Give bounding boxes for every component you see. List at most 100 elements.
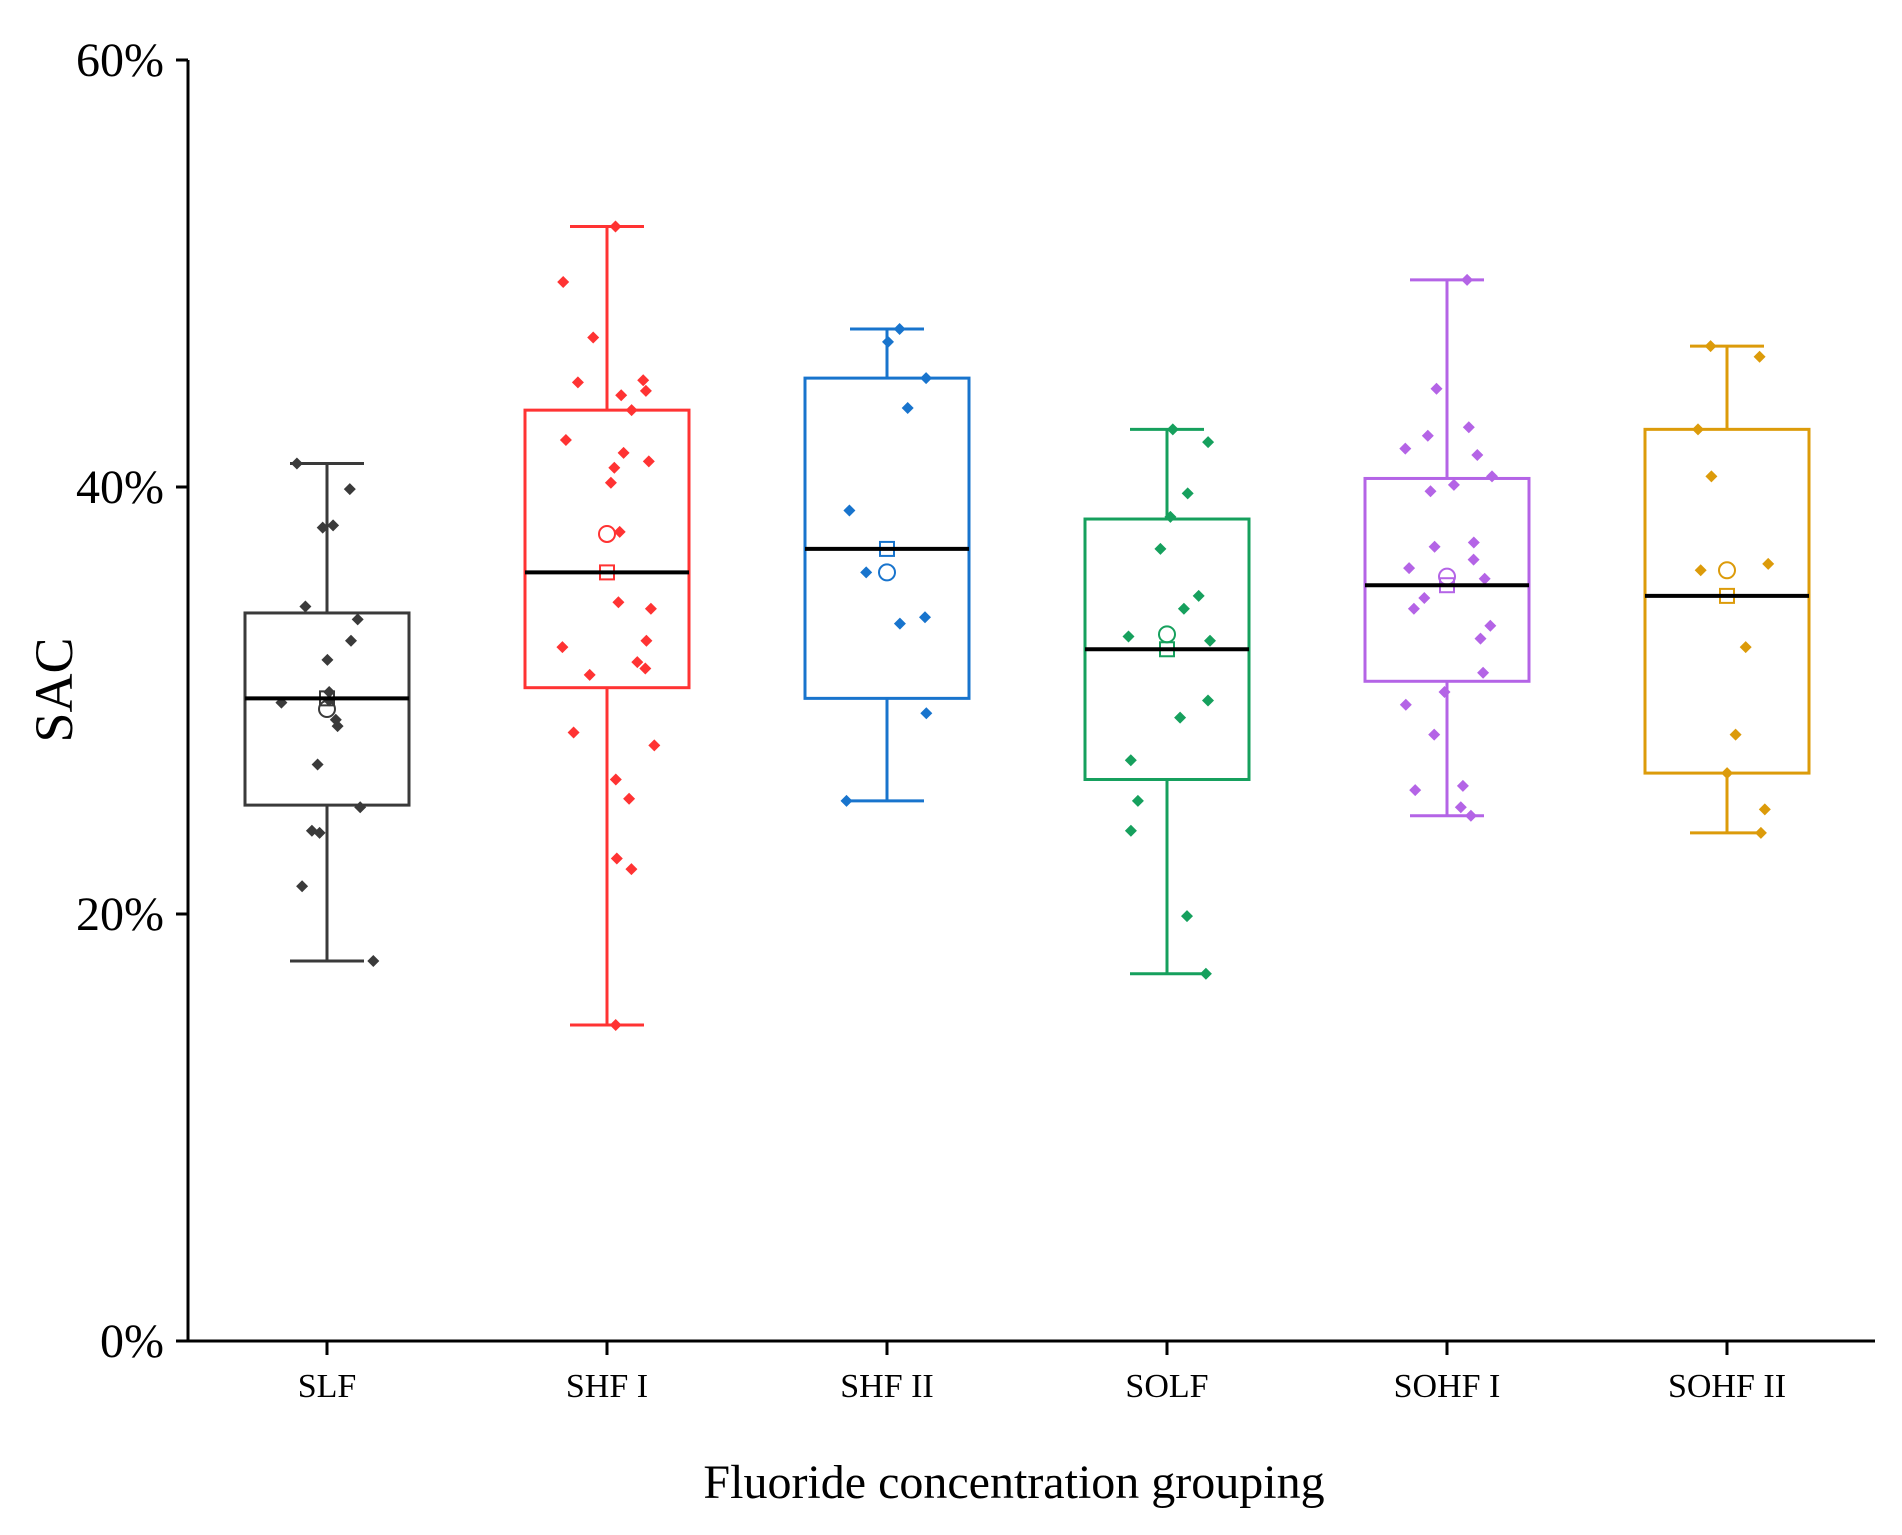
data-point <box>351 613 364 626</box>
data-point <box>1424 485 1437 498</box>
x-tick-label: SOLF <box>1125 1368 1208 1405</box>
mean-circle-marker <box>318 700 336 719</box>
data-point <box>648 739 661 752</box>
data-point <box>1131 794 1144 807</box>
y-axis-title: SAC <box>24 637 84 742</box>
data-point <box>608 461 621 474</box>
data-point <box>1758 803 1771 816</box>
data-point <box>1729 728 1742 741</box>
y-tick-label: 0% <box>100 1315 164 1368</box>
data-point <box>311 758 324 771</box>
data-point <box>615 389 628 402</box>
data-point <box>567 726 580 739</box>
data-point <box>1447 478 1460 491</box>
data-point <box>1202 694 1214 707</box>
data-point <box>1421 429 1434 442</box>
data-point <box>1399 698 1412 711</box>
data-point <box>920 707 933 720</box>
iqr-box <box>1643 427 1811 775</box>
data-point <box>1204 634 1216 647</box>
data-point <box>571 376 584 389</box>
mean-circle-marker <box>1158 625 1176 644</box>
data-point <box>920 372 933 385</box>
y-ticks-group: 0% 20% 40% 60% <box>76 34 188 1368</box>
data-point <box>1428 540 1441 553</box>
box-group <box>1363 273 1531 822</box>
box-group <box>243 457 411 967</box>
data-point <box>1403 562 1416 575</box>
iqr-box <box>1363 476 1531 683</box>
data-point <box>623 792 636 805</box>
data-point <box>893 323 906 336</box>
data-point <box>642 455 655 468</box>
data-point <box>1739 641 1752 654</box>
data-point <box>613 525 626 538</box>
data-point <box>313 826 326 839</box>
data-point <box>556 641 569 654</box>
data-point <box>327 519 340 532</box>
data-point <box>639 662 652 675</box>
box-group <box>803 323 971 807</box>
iqr-box <box>523 408 691 690</box>
data-point <box>1430 382 1443 395</box>
data-point <box>299 600 312 613</box>
data-point <box>1418 592 1431 605</box>
data-point <box>1753 350 1766 363</box>
data-point <box>1471 448 1484 461</box>
data-point <box>367 954 380 967</box>
data-point <box>893 617 906 630</box>
data-point <box>321 653 334 666</box>
data-point <box>1407 602 1420 615</box>
data-point <box>1454 801 1467 814</box>
data-point <box>1124 824 1137 837</box>
box-group <box>1083 423 1251 980</box>
box-group <box>523 220 691 1032</box>
mean-circle-marker <box>1438 567 1456 586</box>
x-tick-label: SLF <box>298 1368 357 1405</box>
mean-circle-marker <box>1718 561 1736 580</box>
data-point <box>1124 754 1137 767</box>
data-point <box>296 880 309 893</box>
data-point <box>1181 910 1193 923</box>
data-point <box>559 434 572 447</box>
y-tick-label: 40% <box>76 461 164 514</box>
data-point <box>1166 423 1179 436</box>
data-point <box>640 634 653 647</box>
data-point <box>1192 589 1205 602</box>
data-point <box>1464 809 1477 822</box>
data-point <box>1692 423 1704 436</box>
data-point <box>557 276 570 289</box>
data-point <box>1474 632 1487 645</box>
data-point <box>1484 619 1497 632</box>
data-point <box>1202 436 1215 449</box>
x-tick-label: SOHF II <box>1668 1368 1786 1405</box>
data-point <box>617 446 630 459</box>
data-point <box>609 220 622 233</box>
data-point <box>840 794 853 807</box>
data-point <box>345 634 357 647</box>
data-point <box>919 611 931 624</box>
data-point <box>1486 470 1498 483</box>
data-point <box>1174 711 1187 724</box>
data-point <box>1428 728 1441 741</box>
data-point <box>609 773 622 786</box>
data-point <box>609 1019 622 1032</box>
data-point <box>1694 564 1707 577</box>
data-point <box>583 668 596 681</box>
data-point <box>1164 510 1177 523</box>
data-point <box>1399 442 1412 455</box>
data-point <box>860 566 873 579</box>
data-point <box>1177 602 1190 615</box>
data-point <box>331 720 344 733</box>
data-point <box>631 656 644 669</box>
x-axis-title: Fluoride concentration grouping <box>703 1456 1324 1509</box>
boxes-group <box>243 220 1811 1032</box>
data-point <box>1462 421 1475 434</box>
data-point <box>1461 273 1474 286</box>
data-point <box>1409 784 1422 797</box>
data-point <box>639 384 652 397</box>
mean-circle-marker <box>878 563 896 582</box>
data-point <box>1438 685 1451 698</box>
data-point <box>587 331 600 344</box>
